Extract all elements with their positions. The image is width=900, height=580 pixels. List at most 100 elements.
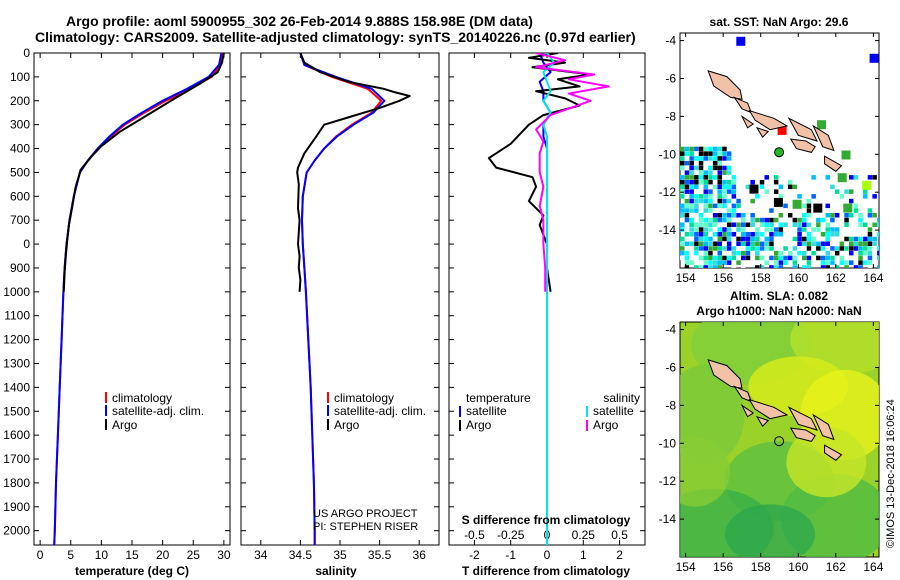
x-tick-label: 15 xyxy=(125,548,139,562)
sst-pixel xyxy=(858,246,863,251)
sst-pixel xyxy=(759,179,765,185)
sst-pixel xyxy=(689,250,694,256)
sst-pixel xyxy=(708,217,713,223)
sst-map-ticks: 154 156 158 160 162 164 -4 -6 -8 -10 -12 -14 xyxy=(659,33,884,285)
depth-tick-label: 100 xyxy=(10,70,30,84)
sst-pixel xyxy=(722,179,727,185)
sst-pixel xyxy=(839,255,845,261)
sst-pixel xyxy=(731,250,737,256)
sst-pixel xyxy=(698,198,704,204)
sla-map: Altim. SLA: 0.082 Argo h1000: NaN h2000:… xyxy=(659,289,884,574)
sst-highlight-pixel xyxy=(817,120,826,130)
sst-pixel xyxy=(787,255,793,261)
sst-pixel xyxy=(849,213,854,218)
sst-pixel xyxy=(820,213,826,218)
sst-pixel xyxy=(806,241,812,246)
sst-pixel xyxy=(830,213,835,218)
sst-pixel xyxy=(712,217,718,223)
sst-pixel xyxy=(703,217,708,223)
sst-pixel xyxy=(684,217,690,223)
sst-pixel xyxy=(731,227,737,232)
sst-pixel xyxy=(759,241,765,246)
sst-pixel xyxy=(684,208,690,213)
legend-satellite-label: satellite-adj. clim. xyxy=(112,404,204,418)
sst-pixel xyxy=(759,222,765,227)
sst-pixel xyxy=(698,232,704,237)
sst-pixel xyxy=(717,170,722,175)
sst-pixel xyxy=(731,255,737,261)
sst-pixel xyxy=(811,194,816,199)
sst-pixel xyxy=(689,146,694,152)
x-tick-label: 25 xyxy=(187,548,201,562)
sst-pixel xyxy=(712,232,718,237)
map-y-tick-label: -12 xyxy=(659,474,677,488)
sst-pixel xyxy=(731,208,737,213)
sst-pixel xyxy=(849,250,854,256)
sst-pixel xyxy=(750,179,755,185)
sst-pixel xyxy=(712,198,718,204)
sst-pixel xyxy=(778,184,784,190)
sst-pixel xyxy=(867,241,873,246)
sst-pixels xyxy=(680,36,879,268)
sst-pixel xyxy=(787,236,793,242)
sst-pixel xyxy=(717,194,722,199)
sst-pixel xyxy=(736,236,741,242)
sst-pixel xyxy=(830,227,835,232)
map-x-tick-label: 162 xyxy=(826,271,846,285)
sst-pixel xyxy=(712,175,718,180)
sst-pixel xyxy=(811,227,816,232)
sst-pixel xyxy=(680,156,685,161)
sst-pixel xyxy=(741,246,746,251)
sst-pixel xyxy=(731,222,737,227)
temperature-xlabel: temperature (deg C) xyxy=(75,564,189,578)
depth-tick-label: 1200 xyxy=(3,333,30,347)
depth-tick-label: 1800 xyxy=(3,476,30,490)
sst-pixel xyxy=(689,260,694,265)
sst-pixel xyxy=(680,179,685,185)
sst-pixel xyxy=(877,255,879,261)
sst-pixel xyxy=(806,255,812,261)
sst-pixel xyxy=(872,246,877,251)
sst-pixel xyxy=(722,203,727,209)
sst-pixel xyxy=(694,165,699,171)
sst-pixel xyxy=(703,208,708,213)
sst-pixel xyxy=(717,184,722,190)
sst-highlight-pixel xyxy=(837,173,847,183)
sst-pixel xyxy=(717,255,722,261)
sst-pixel xyxy=(717,146,722,152)
sst-pixel xyxy=(684,255,690,261)
legend-t-satellite-label: satellite xyxy=(466,404,507,418)
sst-pixel xyxy=(750,246,755,251)
top-tick-label: -0.5 xyxy=(464,528,485,542)
sst-pixel xyxy=(844,246,849,251)
sst-pixel xyxy=(825,260,830,265)
x-tick-label: 30 xyxy=(217,548,231,562)
sst-pixel xyxy=(849,198,854,204)
sst-pixel xyxy=(703,250,708,256)
sst-pixel xyxy=(736,250,741,256)
x-tick-label: 1 xyxy=(580,548,587,562)
depth-tick-label: 400 xyxy=(10,142,30,156)
sst-pixel xyxy=(726,232,732,237)
sst-pixel xyxy=(839,260,845,265)
sst-pixel xyxy=(736,241,741,246)
sst-pixel xyxy=(778,222,784,227)
map-x-tick-label: 158 xyxy=(751,271,771,285)
difference-top-xlabel: S difference from climatology xyxy=(462,513,631,527)
sst-pixel xyxy=(708,175,713,180)
sst-pixel xyxy=(717,175,722,180)
x-tick-label: 34 xyxy=(254,548,268,562)
sst-pixel xyxy=(825,213,830,218)
sst-pixel xyxy=(769,236,774,242)
sst-pixel xyxy=(834,189,840,194)
island xyxy=(740,114,755,129)
sst-pixel xyxy=(712,165,718,171)
sst-pixel xyxy=(773,189,779,194)
sst-pixel xyxy=(684,241,690,246)
series-line-s-satellite xyxy=(542,53,556,545)
sst-pixel xyxy=(717,189,722,194)
header-line-1: Argo profile: aoml 5900955_302 26-Feb-20… xyxy=(66,13,533,29)
sst-pixel xyxy=(834,213,840,218)
sst-pixel xyxy=(712,160,718,166)
sst-pixel xyxy=(755,227,760,232)
